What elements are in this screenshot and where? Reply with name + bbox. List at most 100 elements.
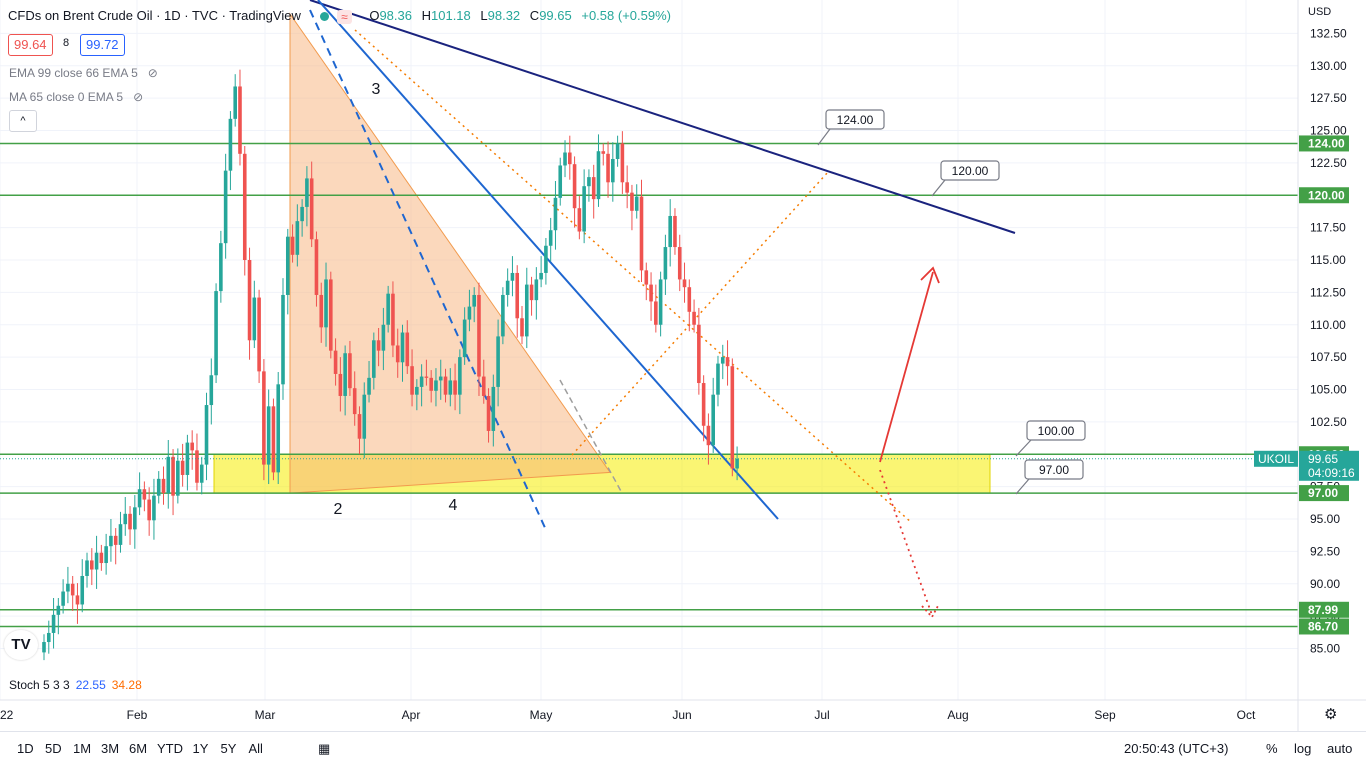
up-arrow-head <box>920 266 940 284</box>
tradingview-logo-icon[interactable]: TV <box>4 630 38 660</box>
eye-hidden-icon[interactable]: ⊘ <box>147 66 158 80</box>
candle-body <box>147 499 151 521</box>
symbol-tag-label: UKOIL <box>1258 452 1294 466</box>
eye-hidden-icon[interactable]: ⊘ <box>133 90 144 104</box>
candle-body <box>510 272 515 281</box>
timeframe-button-1m[interactable]: 1M <box>73 741 92 756</box>
bottom-toolbar <box>0 731 1366 769</box>
candle-body <box>582 186 586 232</box>
callout-label: 100.00 <box>1038 424 1075 438</box>
candle-body <box>730 366 735 469</box>
candle-body <box>209 375 214 406</box>
candle-body <box>42 642 46 653</box>
candle-body <box>180 460 185 475</box>
price-tick-label: 95.00 <box>1310 512 1340 526</box>
candle-body <box>654 301 658 325</box>
candle-body <box>70 583 75 596</box>
time-tick-label: Jul <box>814 708 829 722</box>
timeframe-button-5y[interactable]: 5Y <box>220 741 237 756</box>
auto-toggle[interactable]: auto <box>1327 741 1353 756</box>
wave-label: 2 <box>334 501 343 518</box>
level-price-label: 120.00 <box>1308 188 1345 202</box>
candle-body <box>247 260 252 341</box>
level-price-label: 97.00 <box>1308 486 1338 500</box>
buy-price-button[interactable]: 99.72 <box>80 34 125 56</box>
timeframe-button-all[interactable]: All <box>248 741 263 756</box>
candle-body <box>682 279 687 288</box>
candle-body <box>90 560 94 570</box>
candle-body <box>687 287 692 312</box>
collapse-legend-button[interactable]: ^ <box>9 110 37 132</box>
channel-trendline <box>317 0 779 520</box>
candle-body <box>563 152 567 166</box>
candle-body <box>472 294 476 307</box>
candle-body <box>663 247 668 280</box>
price-axis[interactable]: 132.50 130.00 127.50 125.00 122.50 120.00 117.… <box>0 0 1366 731</box>
date-range-icon[interactable]: ▦ <box>318 741 331 756</box>
candle-body <box>219 243 223 292</box>
candle-body <box>553 197 558 231</box>
level-price-tag <box>1299 618 1349 635</box>
time-tick-label: Mar <box>255 708 276 722</box>
gear-icon[interactable]: ⚙ <box>1324 706 1338 723</box>
ohlc-close: C99.65 <box>529 8 572 23</box>
candle-body <box>649 284 653 302</box>
wave-label: 4 <box>449 497 458 514</box>
up-arrow-line <box>879 271 934 463</box>
clock[interactable]: 20:50:43 (UTC+3) <box>1124 741 1229 756</box>
candle-body <box>391 293 395 346</box>
level-price-label: 124.00 <box>1308 136 1345 150</box>
timeframe-button-1d[interactable]: 1D <box>17 741 34 756</box>
symbol-title[interactable]: CFDs on Brent Crude Oil · 1D · TVC · Tra… <box>8 8 301 23</box>
dotted-orange-line <box>354 29 913 524</box>
ohlc-change: +0.58 (+0.59%) <box>581 8 671 23</box>
candle-body <box>453 380 457 395</box>
candle-body <box>706 425 711 446</box>
candle-body <box>252 297 257 341</box>
candle-body <box>133 507 137 530</box>
stoch-legend[interactable]: Stoch 5 3 3 22.55 34.28 <box>9 678 142 692</box>
candle-body <box>611 158 615 183</box>
candle-body <box>319 294 324 328</box>
wave-icon[interactable]: ≈ <box>337 9 352 24</box>
price-tick-label: 130.00 <box>1310 59 1347 73</box>
candle-body <box>501 294 505 337</box>
candle-body <box>242 153 247 260</box>
timeframe-button-ytd[interactable]: YTD <box>157 741 183 756</box>
log-toggle[interactable]: log <box>1294 741 1312 756</box>
candle-body <box>343 353 347 396</box>
candle-body <box>658 279 663 325</box>
ohlc-high: H101.18 <box>421 8 471 23</box>
ma-indicator[interactable]: MA 65 close 0 EMA 5 ⊘ <box>9 90 144 104</box>
dashed-trendline <box>309 9 547 531</box>
candle-body <box>128 513 132 530</box>
candle-body <box>228 118 233 171</box>
time-tick-label: May <box>530 708 553 722</box>
timeframe-button-3m[interactable]: 3M <box>101 741 120 756</box>
ema-indicator[interactable]: EMA 99 close 66 EMA 5 ⊘ <box>9 66 158 80</box>
callout-pointer <box>931 179 946 197</box>
timeframe-button-5d[interactable]: 5D <box>45 741 62 756</box>
current-price-label: 99.65 <box>1308 452 1338 466</box>
current-price-tag <box>1299 450 1359 481</box>
callout-label: 97.00 <box>1039 463 1069 477</box>
candle-body <box>61 591 65 606</box>
timeframe-button-1y[interactable]: 1Y <box>192 741 209 756</box>
candle-body <box>505 280 510 295</box>
timeframe-button-6m[interactable]: 6M <box>129 741 148 756</box>
candle-body <box>477 294 481 377</box>
time-tick-label: Oct <box>1237 708 1256 722</box>
candle-body <box>692 311 696 325</box>
candle-body <box>305 178 309 207</box>
candle-body <box>123 513 128 525</box>
level-callouts: 124.00 120.00 100.00 97.00 <box>817 109 1086 495</box>
sell-price-button[interactable]: 99.64 <box>8 34 53 56</box>
candle-body <box>601 151 606 154</box>
candle-body <box>94 552 99 570</box>
time-axis[interactable]: 2022 Feb Mar Apr May Jun Jul Aug Sep Oct <box>0 699 1366 722</box>
currency-selector[interactable]: USD <box>1308 6 1332 18</box>
callout-label: 120.00 <box>952 164 989 178</box>
percent-toggle[interactable]: % <box>1266 741 1278 756</box>
price-tick-label: 122.50 <box>1310 156 1347 170</box>
